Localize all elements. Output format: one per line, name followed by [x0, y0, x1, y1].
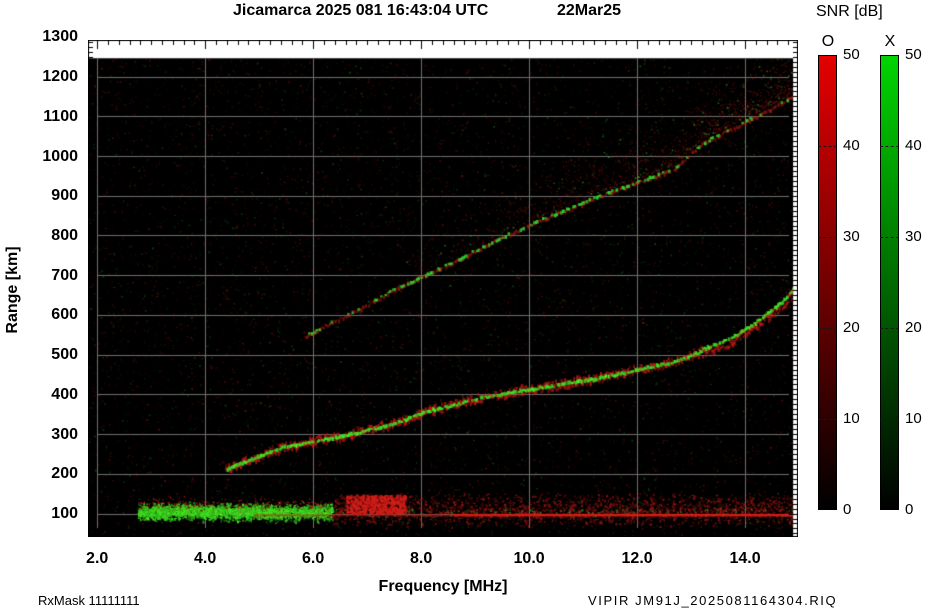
y-tick-label: 800 [51, 226, 78, 244]
colorbar-tick-label: 20 [905, 319, 922, 336]
x-mode-colorbar [880, 55, 899, 510]
source-file-text: VIPIR JM91J_2025081164304.RIQ [588, 593, 838, 608]
x-axis-label: Frequency [MHz] [378, 578, 508, 595]
colorbar-dash-tick [818, 328, 837, 329]
colorbar-tick-label: 30 [905, 228, 922, 245]
y-tick-label: 400 [51, 385, 78, 403]
ionogram-plot [88, 40, 798, 537]
y-tick-label: 1100 [43, 107, 78, 125]
x-tick-label: 4.0 [194, 550, 217, 567]
page-title: Jicamarca 2025 081 16:43:04 UTC [233, 2, 489, 19]
colorbar-dash-tick [818, 146, 837, 147]
colorbar-tick-label: 0 [843, 501, 852, 518]
x-tick-label: 14.0 [729, 550, 761, 567]
y-tick-label: 1000 [42, 147, 78, 165]
x-tick-label: 12.0 [621, 550, 653, 567]
y-tick-label: 200 [51, 465, 78, 483]
y-tick-label: 500 [51, 346, 78, 364]
colorbar-tick-label: 10 [905, 410, 922, 427]
y-tick-label: 900 [51, 187, 78, 205]
colorbar-tick-label: 40 [905, 137, 922, 154]
x-mode-label: X [884, 33, 896, 50]
x-tick-label: 2.0 [86, 550, 109, 567]
y-tick-label: 300 [51, 425, 78, 443]
colorbar-tick-label: 20 [843, 319, 860, 336]
colorbar-tick-label: 40 [843, 137, 860, 154]
colorbar-tick-label: 10 [843, 410, 860, 427]
y-tick-label: 700 [51, 266, 78, 284]
colorbar-tick-label: 50 [843, 46, 860, 63]
colorbar-dash-tick [880, 237, 899, 238]
colorbar-title: SNR [dB] [816, 3, 883, 20]
page-title-date: 22Mar25 [557, 2, 622, 19]
rxmask-text: RxMask 11111111 [38, 593, 140, 608]
colorbar-tick-label: 30 [843, 228, 860, 245]
colorbar-dash-tick [818, 419, 837, 420]
o-mode-label: O [821, 33, 835, 50]
x-tick-label: 6.0 [302, 550, 325, 567]
y-tick-label: 1200 [42, 68, 78, 86]
colorbar-dash-tick [880, 146, 899, 147]
colorbar-dash-tick [818, 237, 837, 238]
y-axis-label: Range [km] [4, 246, 21, 334]
x-tick-label: 10.0 [513, 550, 545, 567]
colorbar-tick-label: 50 [905, 46, 922, 63]
o-mode-colorbar [818, 55, 837, 510]
colorbar-tick-label: 0 [905, 501, 914, 518]
x-tick-label: 8.0 [410, 550, 433, 567]
y-tick-label: 600 [51, 306, 78, 324]
colorbar-dash-tick [880, 419, 899, 420]
colorbar-dash-tick [880, 328, 899, 329]
y-tick-label: 1300 [42, 28, 78, 46]
y-tick-label: 100 [51, 505, 78, 523]
